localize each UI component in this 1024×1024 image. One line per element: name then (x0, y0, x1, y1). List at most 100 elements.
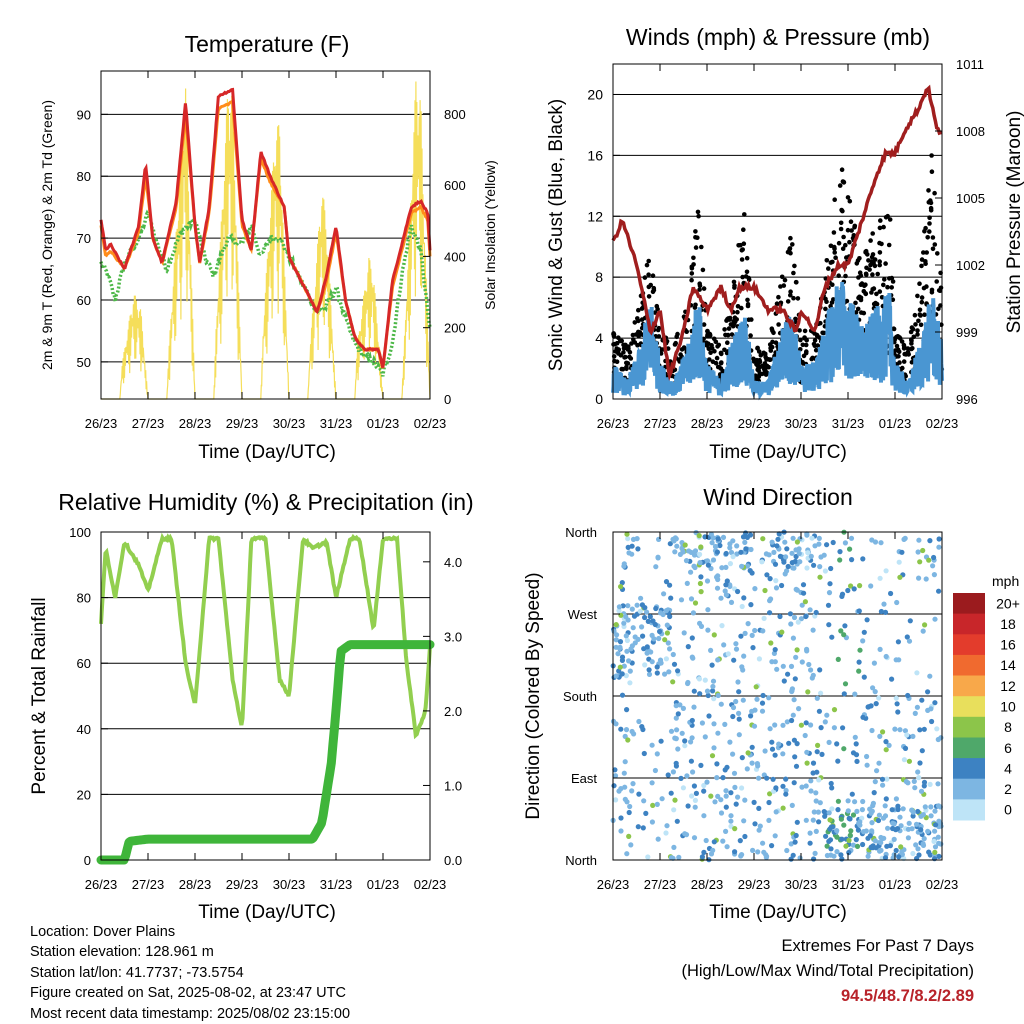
direction-point (794, 819, 800, 825)
direction-point (739, 852, 745, 858)
direction-point (661, 591, 667, 597)
direction-point (897, 574, 903, 580)
x-tick-label: 31/23 (832, 416, 865, 431)
direction-point (654, 670, 660, 676)
gust-point (788, 289, 793, 295)
direction-point (712, 799, 718, 805)
direction-point (768, 640, 774, 646)
y-tick-label: 0 (84, 853, 91, 868)
gust-point (877, 250, 883, 255)
temperature-title: Temperature (F) (185, 31, 350, 57)
direction-point (737, 838, 743, 844)
direction-point (730, 538, 736, 544)
direction-point (645, 618, 651, 625)
gust-point (927, 221, 932, 226)
gust-point (797, 328, 802, 333)
direction-point (742, 630, 748, 637)
direction-point (929, 718, 935, 725)
gust-point (755, 345, 760, 351)
gust-point (915, 293, 920, 299)
direction-point (917, 760, 923, 766)
direction-point (731, 770, 738, 776)
direction-point (780, 751, 786, 757)
direction-point (649, 780, 655, 786)
figure-created: Figure created on Sat, 2025-08-02, at 23… (30, 985, 346, 1002)
direction-point (889, 807, 895, 813)
y-tick-label: 60 (77, 293, 91, 308)
gust-point (785, 299, 791, 304)
gust-point (791, 270, 796, 276)
direction-point (852, 734, 858, 740)
direction-point (928, 813, 934, 819)
winds-left-ticks: 0 4 8 12 16 20 (587, 86, 620, 407)
direction-point (816, 541, 822, 547)
direction-point (688, 596, 695, 602)
direction-point (784, 719, 790, 725)
direction-point (835, 807, 841, 813)
series-solar-insolation (101, 81, 431, 400)
direction-point (865, 704, 871, 710)
gust-point (636, 307, 641, 313)
direction-point (878, 540, 884, 546)
direction-point (772, 722, 778, 728)
gust-point (636, 318, 641, 324)
temperature-left-ticks: 50 60 70 80 90 (77, 107, 108, 370)
direction-point (655, 554, 661, 560)
direction-point (714, 549, 721, 555)
direction-point (884, 843, 890, 849)
direction-point (683, 558, 690, 564)
gust-point (890, 297, 896, 303)
x-tick-label: 29/23 (226, 877, 259, 892)
gust-point (790, 242, 795, 247)
x-tick-label: 28/23 (179, 877, 212, 892)
direction-point (796, 706, 802, 712)
direction-point (642, 605, 648, 611)
direction-point (760, 628, 766, 634)
colorbar-swatch (953, 758, 985, 780)
gust-point (849, 228, 854, 233)
direction-point (830, 539, 836, 546)
gust-point (929, 290, 935, 295)
direction-point (727, 561, 734, 567)
gust-point (697, 281, 702, 287)
direction-point (715, 793, 721, 800)
colorbar-swatch (953, 737, 985, 759)
direction-point (861, 829, 867, 835)
direction-point (689, 735, 695, 741)
direction-point (720, 838, 726, 844)
direction-point (918, 788, 925, 794)
x-tick-label: 26/23 (597, 877, 630, 892)
direction-point (692, 804, 698, 810)
gust-point (701, 286, 707, 291)
direction-point (868, 844, 874, 851)
direction-point (736, 710, 742, 717)
direction-point (810, 760, 817, 766)
direction-point (690, 610, 697, 616)
direction-point (771, 549, 777, 556)
direction-point (671, 807, 677, 813)
gust-point (904, 351, 910, 357)
direction-point (719, 623, 725, 629)
direction-point (618, 828, 624, 834)
direction-tick-label: West (568, 607, 598, 622)
gust-point (892, 336, 897, 342)
gust-point (922, 312, 927, 318)
direction-point (698, 589, 704, 595)
gust-point (841, 180, 847, 185)
direction-point (673, 736, 679, 742)
direction-point (675, 668, 681, 674)
direction-point (752, 821, 758, 827)
direction-point (640, 825, 646, 831)
direction-point (936, 544, 942, 550)
gust-point (744, 255, 750, 261)
direction-point (634, 602, 640, 608)
direction-point (780, 663, 786, 669)
direction-point (812, 543, 818, 549)
direction-point (723, 592, 730, 598)
gust-point (627, 349, 633, 355)
direction-point (806, 661, 812, 668)
direction-point (749, 570, 755, 576)
x-tick-label: 01/23 (367, 416, 400, 431)
humidity-right-ticks: 0.0 1.0 2.0 3.0 4.0 (423, 555, 462, 868)
gust-point (901, 344, 907, 350)
